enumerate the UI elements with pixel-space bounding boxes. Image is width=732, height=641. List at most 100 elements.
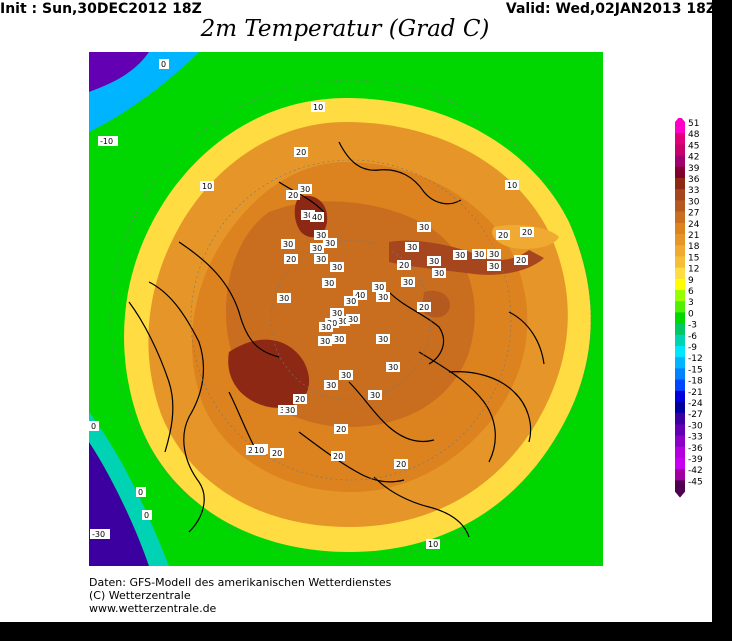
map-label: 40 (353, 290, 367, 300)
map-label: 30 (322, 278, 336, 288)
map-label: 20 (294, 147, 308, 157)
scale-swatch (675, 267, 685, 280)
scale-label: 39 (688, 164, 700, 174)
svg-text:30: 30 (326, 381, 336, 390)
scale-label: -24 (688, 399, 703, 409)
svg-text:20: 20 (288, 191, 298, 200)
scale-swatch (675, 424, 685, 437)
scale-swatch (675, 166, 685, 179)
svg-text:30: 30 (474, 250, 484, 259)
svg-text:30: 30 (434, 269, 444, 278)
map-label: 30 (401, 277, 415, 287)
svg-text:30: 30 (325, 239, 335, 248)
scale-label: 12 (688, 265, 699, 275)
map-label: 30 (323, 238, 337, 248)
scale-label: -15 (688, 365, 703, 375)
cool-region-sw (89, 412, 169, 566)
scale-swatch (675, 290, 685, 302)
map-label: 10 (252, 445, 266, 455)
svg-text:20: 20 (286, 255, 296, 264)
svg-text:20: 20 (516, 256, 526, 265)
map-label: 30 (281, 239, 295, 249)
data-source-credit: Daten: GFS-Modell des amerikanischen Wet… (89, 576, 391, 615)
svg-text:30: 30 (316, 255, 326, 264)
scale-label: 9 (688, 276, 694, 286)
map-label: 10 (311, 102, 325, 112)
map-label: 0 (159, 59, 169, 69)
scale-label: -18 (688, 377, 703, 387)
map-label: 20 (520, 227, 534, 237)
svg-text:40: 40 (355, 291, 365, 300)
scale-swatch (675, 435, 685, 448)
scale-label: -39 (688, 455, 703, 465)
scale-swatch (675, 469, 685, 481)
svg-text:30: 30 (388, 363, 398, 372)
svg-text:30: 30 (320, 337, 330, 346)
scale-swatch (675, 155, 685, 168)
map-label: 30 (346, 314, 360, 324)
map-label: 30 (324, 380, 338, 390)
scale-swatch (675, 222, 685, 235)
svg-text:20: 20 (399, 261, 409, 270)
scale-label: 24 (688, 220, 700, 230)
map-label: 30 (376, 292, 390, 302)
scale-swatch (675, 133, 685, 145)
map-label: 30 (487, 249, 501, 259)
svg-text:30: 30 (348, 315, 358, 324)
svg-text:0: 0 (138, 488, 143, 497)
scale-swatch (675, 446, 685, 459)
map-label: 20 (394, 459, 408, 469)
scale-swatch (675, 200, 685, 213)
svg-text:20: 20 (295, 395, 305, 404)
scale-label: -9 (688, 343, 697, 353)
svg-text:30: 30 (338, 317, 348, 326)
map-label: 30 (344, 296, 358, 306)
svg-text:30: 30 (341, 371, 351, 380)
credit-line-2: (C) Wetterzentrale (89, 589, 191, 602)
svg-text:30: 30 (455, 251, 465, 260)
map-label: 40 (310, 212, 324, 222)
svg-text:30: 30 (332, 263, 342, 272)
scale-swatch (675, 256, 685, 269)
svg-text:40: 40 (312, 213, 322, 222)
scale-label: 48 (688, 130, 700, 140)
scale-label: 6 (688, 287, 694, 297)
color-scale-bars (675, 118, 685, 498)
svg-text:20: 20 (333, 452, 343, 461)
scale-swatch (675, 144, 685, 157)
svg-text:0: 0 (91, 422, 96, 431)
svg-text:10: 10 (254, 446, 264, 455)
svg-text:30: 30 (316, 231, 326, 240)
temperature-map: 0 -10 10 10 10 20 20 30 30 40 30 30 30 3… (89, 52, 603, 566)
scale-swatch (675, 245, 685, 257)
map-label: 30 (376, 334, 390, 344)
svg-text:30: 30 (489, 262, 499, 271)
map-label: 20 (331, 451, 345, 461)
svg-text:30: 30 (334, 335, 344, 344)
scale-swatch (675, 211, 685, 224)
hot-core-greenland (228, 339, 310, 408)
scale-label: 27 (688, 209, 699, 219)
scale-label: 3 (688, 298, 694, 308)
temperature-field-svg: 0 -10 10 10 10 20 20 30 30 40 30 30 30 3… (89, 52, 603, 566)
scale-swatch (675, 122, 685, 134)
svg-text:30: 30 (321, 323, 331, 332)
scale-swatch (675, 402, 685, 414)
map-label: 20 (496, 230, 510, 240)
map-label: 30 (330, 308, 344, 318)
map-label: 30 (487, 261, 501, 271)
scale-swatch (675, 234, 685, 246)
map-label: 0 (89, 421, 99, 431)
svg-text:10: 10 (507, 181, 517, 190)
map-label: 30 (314, 230, 328, 240)
svg-text:30: 30 (346, 297, 356, 306)
map-label: 10 (426, 539, 440, 549)
svg-text:-30: -30 (92, 530, 105, 539)
map-label: 30 (386, 362, 400, 372)
scale-arrow-down (675, 491, 685, 498)
svg-text:30: 30 (300, 185, 310, 194)
svg-text:30: 30 (283, 240, 293, 249)
map-label: 20 (417, 302, 431, 312)
scale-label: 42 (688, 153, 699, 163)
scale-label: -3 (688, 321, 697, 331)
